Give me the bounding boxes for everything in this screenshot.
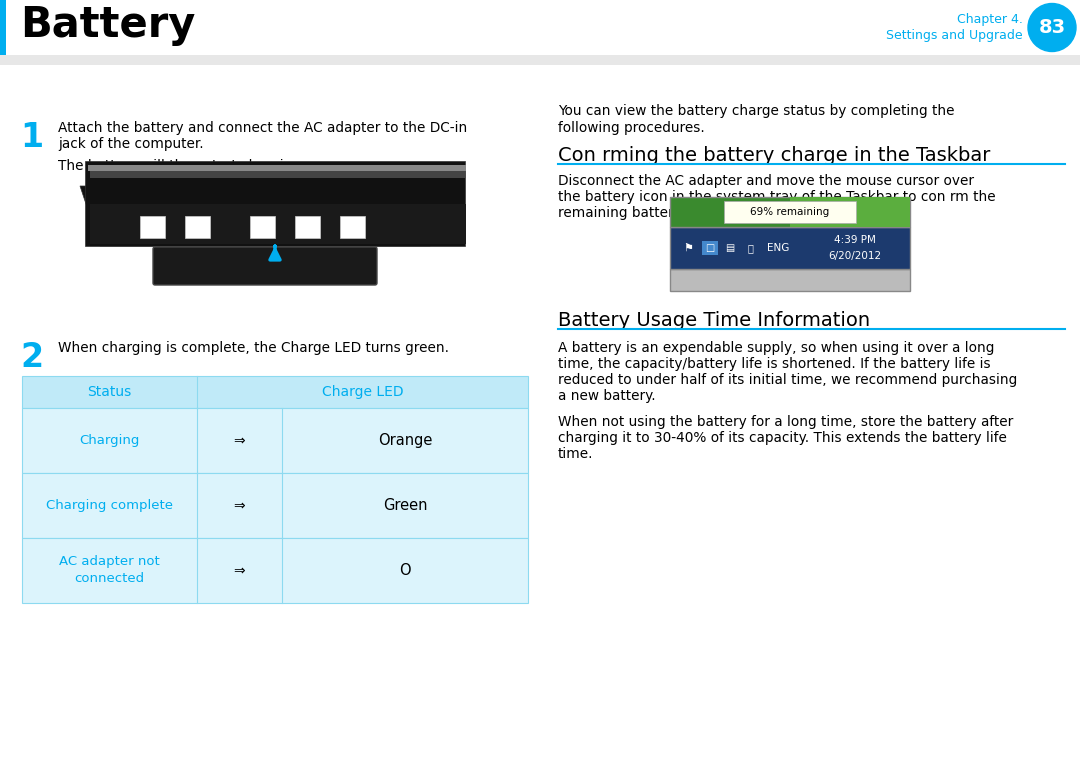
Text: ⚑: ⚑	[683, 243, 693, 253]
FancyBboxPatch shape	[724, 201, 856, 223]
Text: Disconnect the AC adapter and move the mouse cursor over: Disconnect the AC adapter and move the m…	[558, 174, 974, 188]
Text: Settings and Upgrade: Settings and Upgrade	[887, 29, 1023, 42]
Text: 4:39 PM: 4:39 PM	[834, 235, 876, 245]
Text: Con rming the battery charge in the Taskbar: Con rming the battery charge in the Task…	[558, 146, 990, 165]
Bar	[670, 197, 910, 227]
Text: A battery is an expendable supply, so when using it over a long: A battery is an expendable supply, so wh…	[558, 341, 995, 355]
Text: O: O	[400, 563, 410, 578]
Text: The battery will then start charging.: The battery will then start charging.	[58, 159, 306, 173]
Bar	[90, 170, 465, 178]
Text: Battery: Battery	[21, 5, 195, 47]
Text: the battery icon in the system tray of the Taskbar to con rm the: the battery icon in the system tray of t…	[558, 190, 996, 204]
Text: 6/20/2012: 6/20/2012	[828, 251, 881, 261]
Bar	[0, 0, 6, 55]
Text: Attach the battery and connect the AC adapter to the DC-in: Attach the battery and connect the AC ad…	[58, 121, 468, 135]
Text: time.: time.	[558, 447, 594, 461]
Text: Charging: Charging	[79, 434, 139, 447]
Polygon shape	[80, 186, 460, 246]
Text: following procedures.: following procedures.	[558, 121, 705, 135]
Text: ⇒: ⇒	[233, 434, 245, 447]
Bar	[85, 161, 465, 246]
Text: reduced to under half of its initial time, we recommend purchasing: reduced to under half of its initial tim…	[558, 373, 1017, 387]
Text: Green: Green	[382, 498, 428, 513]
Bar	[22, 408, 528, 473]
Bar	[670, 227, 910, 269]
Bar	[0, 55, 1080, 59]
Bar	[789, 197, 910, 227]
Text: AC adapter not
connected: AC adapter not connected	[59, 555, 160, 585]
Text: charging it to 30-40% of its capacity. This extends the battery life: charging it to 30-40% of its capacity. T…	[558, 431, 1007, 445]
Text: Charge LED: Charge LED	[322, 385, 403, 399]
Text: ENG: ENG	[767, 243, 789, 253]
Text: Charging complete: Charging complete	[46, 499, 173, 512]
Text: ▤: ▤	[726, 243, 734, 253]
FancyBboxPatch shape	[153, 247, 377, 285]
Text: ⇒: ⇒	[233, 499, 245, 512]
Text: When charging is complete, the Charge LED turns green.: When charging is complete, the Charge LE…	[58, 341, 449, 355]
Text: Orange: Orange	[378, 433, 432, 448]
Text: Chapter 4.: Chapter 4.	[957, 13, 1023, 26]
Text: 2: 2	[21, 341, 43, 374]
Bar	[670, 269, 910, 291]
Text: 83: 83	[1039, 18, 1066, 37]
Text: Status: Status	[87, 385, 132, 399]
Bar	[0, 55, 1080, 65]
Text: remaining battery charge.: remaining battery charge.	[558, 206, 738, 220]
Text: Battery Usage Time Information: Battery Usage Time Information	[558, 311, 870, 330]
Text: 🔇: 🔇	[747, 243, 753, 253]
Bar	[340, 216, 365, 238]
Bar	[22, 473, 528, 538]
Text: When not using the battery for a long time, store the battery after: When not using the battery for a long ti…	[558, 415, 1013, 429]
Text: 69% remaining: 69% remaining	[751, 207, 829, 217]
Text: ⇒: ⇒	[233, 564, 245, 578]
Text: jack of the computer.: jack of the computer.	[58, 137, 204, 151]
Bar	[22, 376, 528, 408]
Bar	[90, 204, 465, 244]
Bar	[140, 216, 165, 238]
Text: 1: 1	[21, 121, 43, 154]
Bar	[295, 216, 320, 238]
Text: a new battery.: a new battery.	[558, 389, 656, 403]
Text: □: □	[705, 243, 715, 253]
Text: time, the capacity/battery life is shortened. If the battery life is: time, the capacity/battery life is short…	[558, 357, 990, 371]
Text: You can view the battery charge status by completing the: You can view the battery charge status b…	[558, 104, 955, 118]
Circle shape	[1028, 4, 1076, 51]
Bar	[22, 538, 528, 603]
Bar	[249, 216, 275, 238]
Bar	[185, 216, 210, 238]
Bar	[702, 241, 718, 255]
Bar	[87, 165, 465, 171]
